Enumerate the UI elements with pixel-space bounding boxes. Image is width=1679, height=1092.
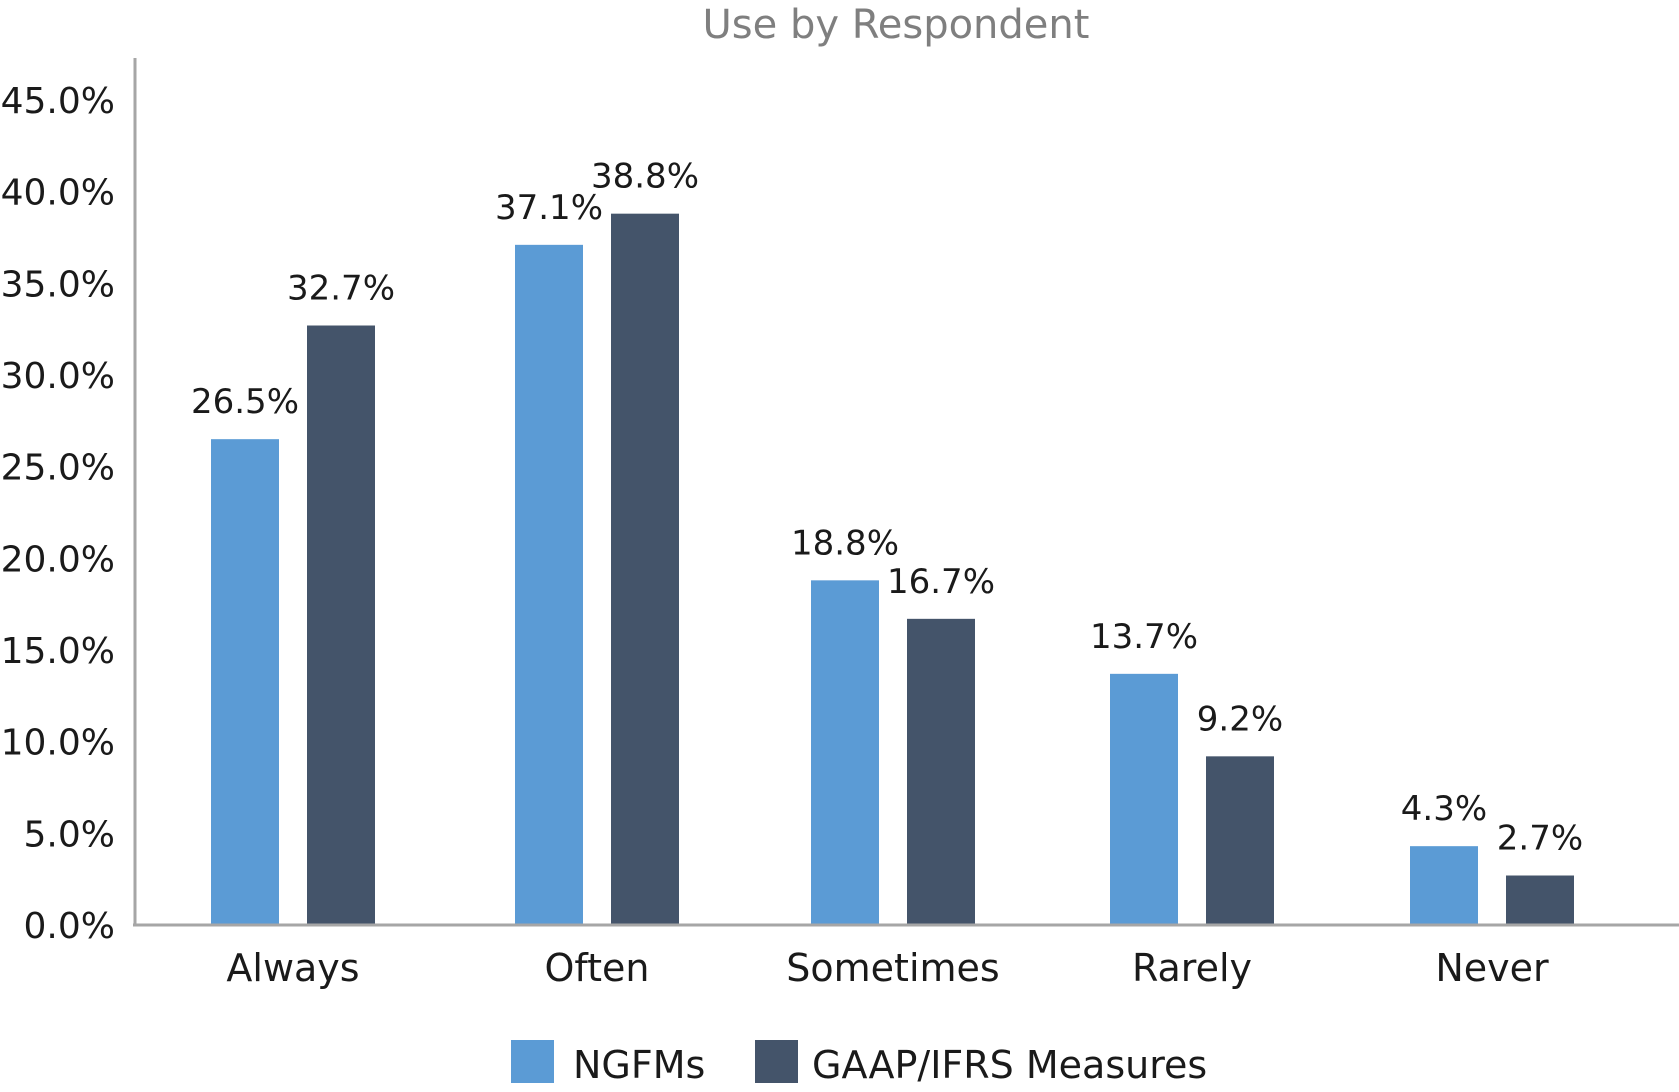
x-tick-label: Sometimes <box>786 946 999 990</box>
data-label: 37.1% <box>495 188 603 228</box>
x-tick-label: Often <box>545 946 650 990</box>
x-tick-label: Never <box>1435 946 1549 990</box>
bar-gaap-ifrs-never <box>1506 875 1574 925</box>
bar-ngfms-never <box>1410 846 1478 925</box>
y-tick-label: 25.0% <box>1 448 115 489</box>
y-tick-label: 20.0% <box>1 539 115 580</box>
x-tick-label: Always <box>226 946 359 990</box>
y-tick-label: 30.0% <box>1 356 115 397</box>
bar-gaap-ifrs-sometimes <box>907 618 975 925</box>
y-tick-label: 40.0% <box>1 173 115 214</box>
data-label: 2.7% <box>1497 819 1583 859</box>
data-label: 38.8% <box>591 157 699 197</box>
axes <box>133 58 1679 927</box>
chart-title: Use by Respondent <box>703 2 1090 48</box>
legend-swatch-gaap-ifrs <box>755 1040 798 1083</box>
bar-gaap-ifrs-often <box>611 213 679 925</box>
data-label: 32.7% <box>287 269 395 309</box>
bar-gaap-ifrs-always <box>307 325 375 925</box>
legend: NGFMs GAAP/IFRS Measures <box>511 1040 1207 1087</box>
bar-ngfms-rarely <box>1110 673 1178 925</box>
legend-label: GAAP/IFRS Measures <box>812 1043 1207 1087</box>
data-label: 16.7% <box>887 562 995 602</box>
data-labels-group: 26.5% 32.7% 37.1%38.8% 18.8%16.7% 13.7% 9.2% 4… <box>191 157 1583 859</box>
bars-group <box>211 213 1574 926</box>
y-tick-label: 15.0% <box>1 631 115 672</box>
bar-gaap-ifrs-rarely <box>1206 756 1274 925</box>
data-label: 18.8% <box>791 523 899 563</box>
bar-ngfms-always <box>211 439 279 925</box>
data-label: 13.7% <box>1090 617 1198 657</box>
x-axis-ticks: Always Often Sometimes Rarely Never <box>226 946 1549 990</box>
y-tick-label: 35.0% <box>1 264 115 305</box>
legend-swatch-ngfms <box>511 1040 554 1083</box>
y-tick-label: 45.0% <box>1 81 115 122</box>
y-tick-label: 0.0% <box>24 906 115 947</box>
x-tick-label: Rarely <box>1132 946 1252 990</box>
y-tick-label: 5.0% <box>24 814 115 855</box>
data-label: 4.3% <box>1401 789 1487 829</box>
bar-ngfms-often <box>515 244 583 926</box>
y-tick-label: 10.0% <box>1 723 115 764</box>
y-axis-ticks: 0.0% 5.0% 10.0% 15.0% 20.0% 25.0% 30.0% 35.0% 40… <box>1 81 115 947</box>
data-label: 9.2% <box>1197 699 1283 739</box>
data-label: 26.5% <box>191 382 299 422</box>
legend-label: NGFMs <box>573 1043 705 1087</box>
bar-ngfms-sometimes <box>811 580 879 925</box>
